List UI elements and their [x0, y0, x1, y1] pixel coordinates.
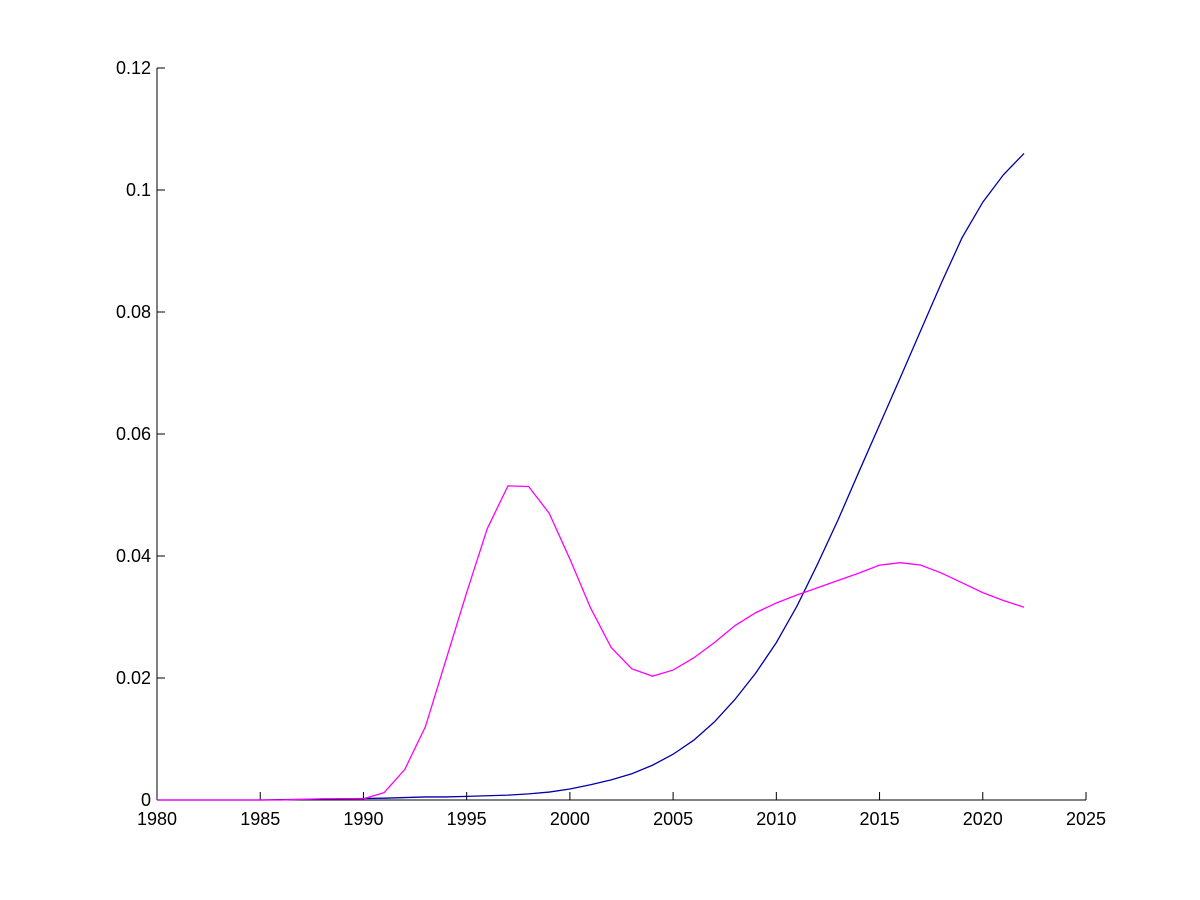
y-tick-label: 0.02 [116, 668, 151, 688]
x-tick-label: 1980 [137, 809, 177, 829]
series-line-1 [157, 152, 1025, 801]
axes: 1980 1985 1990 1995 2000 2005 2010 2015 2020 2025… [116, 58, 1106, 829]
x-tick-label: 2025 [1066, 809, 1106, 829]
x-tick-label: 1990 [343, 809, 383, 829]
x-tick-label: 2000 [550, 809, 590, 829]
series-line-2 [157, 485, 1025, 801]
x-tick-label: 2005 [653, 809, 693, 829]
x-tick-label: 1985 [240, 809, 280, 829]
x-tick-label: 2015 [860, 809, 900, 829]
y-tick-label: 0 [141, 790, 151, 810]
y-tick-label: 0.06 [116, 424, 151, 444]
y-tick-label: 0.1 [126, 180, 151, 200]
y-tick-label: 0.04 [116, 546, 151, 566]
x-tick-label: 1995 [447, 809, 487, 829]
x-tick-label: 2010 [756, 809, 796, 829]
y-tick-label: 0.08 [116, 302, 151, 322]
y-tick-label: 0.12 [116, 58, 151, 78]
x-tick-label: 2020 [963, 809, 1003, 829]
series-layer [157, 152, 1025, 801]
